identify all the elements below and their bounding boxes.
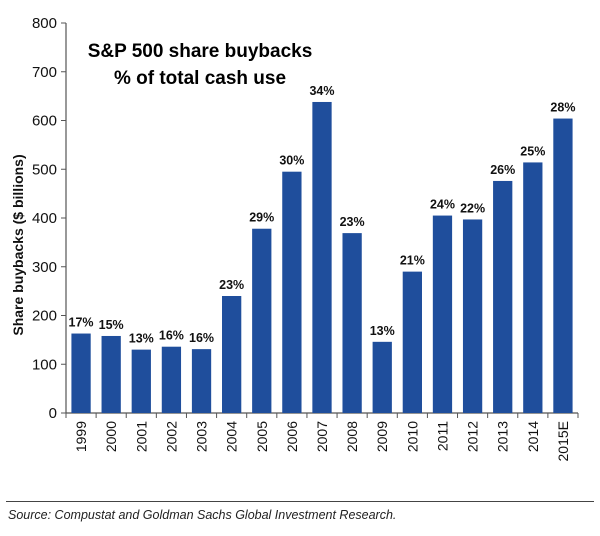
chart-title: S&P 500 share buybacks % of total cash u… — [88, 41, 313, 89]
y-tick-label: 800 — [32, 15, 57, 32]
y-axis-title: Share buybacks ($ billions) — [10, 154, 26, 335]
bar — [282, 171, 302, 413]
y-tick-label: 0 — [49, 405, 57, 422]
bar — [191, 349, 212, 413]
source-note: Source: Compustat and Goldman Sachs Glob… — [8, 508, 397, 522]
bar-data-label: 25% — [520, 144, 545, 158]
bar — [523, 162, 543, 413]
x-tick-label: 2011 — [434, 421, 450, 451]
bar-data-label: 17% — [69, 316, 94, 330]
bar — [372, 341, 392, 413]
y-axis-ticks: 0 100 200 300 400 500 600 700 800 — [32, 15, 66, 422]
x-tick-label: 2008 — [344, 421, 360, 452]
y-tick-label: 500 — [32, 161, 57, 178]
x-tick-label: 2015E — [555, 421, 571, 461]
bar-data-label: 13% — [129, 332, 154, 346]
y-tick-label: 400 — [32, 210, 57, 227]
x-tick-label: 2003 — [194, 421, 210, 452]
bar — [252, 228, 272, 413]
source-divider — [6, 501, 594, 502]
bar — [462, 219, 483, 413]
bar — [101, 335, 121, 413]
x-tick-label: 2006 — [284, 421, 300, 452]
bars — [71, 101, 573, 414]
bar-data-label: 22% — [460, 201, 485, 215]
x-tick-label: 2009 — [374, 421, 390, 452]
x-tick-label: 2014 — [525, 421, 541, 452]
bar-data-label: 24% — [430, 198, 455, 212]
y-tick-label: 300 — [32, 259, 57, 276]
bar — [312, 101, 332, 413]
chart-title-line2: % of total cash use — [114, 68, 286, 89]
bar — [131, 349, 151, 413]
x-tick-label: 2001 — [133, 421, 149, 452]
x-tick-label: 2005 — [254, 421, 270, 452]
bar — [402, 271, 422, 413]
y-tick-label: 700 — [32, 64, 57, 81]
data-labels: 17% 15% 13% 16% 16% 23% 29% 30% 34% 23% 13% 21% 24% 2… — [69, 84, 576, 346]
x-tick-label: 2004 — [224, 421, 240, 452]
y-tick-label: 100 — [32, 356, 57, 373]
chart-title-line1: S&P 500 share buybacks — [88, 41, 313, 62]
bar — [342, 233, 362, 413]
bar-data-label: 21% — [400, 254, 425, 268]
bar — [222, 296, 242, 413]
x-tick-label: 2010 — [404, 421, 420, 452]
x-tick-label: 2013 — [495, 421, 511, 452]
y-tick-label: 600 — [32, 113, 57, 130]
bar-chart: S&P 500 share buybacks % of total cash u… — [10, 15, 579, 461]
bar — [493, 180, 513, 413]
bar — [71, 333, 91, 413]
bar-data-label: 23% — [340, 215, 365, 229]
bar-data-label: 28% — [550, 101, 575, 115]
bar-data-label: 15% — [99, 318, 124, 332]
bar-data-label: 16% — [159, 329, 184, 343]
x-tick-label: 2000 — [103, 421, 119, 452]
x-tick-label: 1999 — [73, 421, 89, 452]
x-axis-ticks: 1999 2000 2001 2002 2003 2004 2005 2006 2007 2008… — [65, 413, 579, 461]
bar-data-label: 23% — [219, 278, 244, 292]
x-tick-label: 2007 — [314, 421, 330, 452]
bar — [432, 215, 453, 413]
bar-data-label: 29% — [249, 211, 274, 225]
bar-data-label: 16% — [189, 331, 214, 345]
bar — [553, 118, 573, 414]
y-tick-label: 200 — [32, 308, 57, 325]
bar-data-label: 34% — [309, 84, 334, 98]
bar-data-label: 30% — [279, 154, 304, 168]
bar-data-label: 26% — [490, 163, 515, 177]
bar — [161, 346, 182, 413]
x-tick-label: 2012 — [465, 421, 481, 452]
bar-data-label: 13% — [370, 324, 395, 338]
x-tick-label: 2002 — [163, 421, 179, 452]
